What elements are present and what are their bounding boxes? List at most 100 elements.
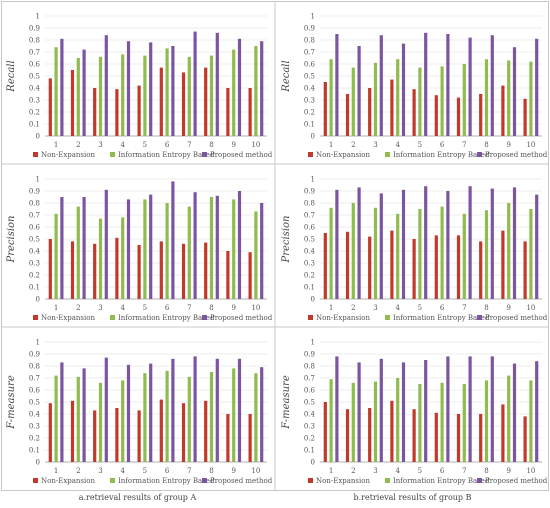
bar: [204, 242, 208, 299]
y-tick-label: 0.1: [29, 121, 40, 129]
bar: [396, 213, 400, 299]
bar: [512, 363, 517, 462]
y-tick-label: 1: [36, 339, 40, 347]
x-tick-label: 10: [526, 141, 535, 149]
bar: [484, 380, 489, 462]
bar: [193, 192, 197, 299]
bar: [529, 380, 533, 462]
bar: [76, 206, 80, 299]
y-tick-label: 1: [311, 13, 315, 21]
legend-swatch: [477, 315, 482, 320]
y-tick-label: 0.4: [29, 248, 41, 256]
bar: [412, 409, 416, 462]
legend-label: Non-Expansion: [316, 151, 370, 159]
bar: [462, 384, 466, 462]
bar: [357, 187, 361, 299]
legend-swatch: [202, 315, 207, 320]
x-tick-label: 6: [165, 141, 170, 149]
bar: [373, 381, 378, 462]
x-tick-label: 1: [329, 304, 333, 312]
y-tick-label: 0.7: [304, 49, 315, 57]
legend-swatch: [308, 152, 313, 157]
bar: [248, 88, 252, 136]
x-tick-label: 5: [418, 141, 422, 149]
bar: [121, 217, 125, 299]
bar: [159, 241, 163, 299]
bar: [126, 364, 131, 462]
bar: [187, 56, 191, 136]
bar: [512, 47, 517, 137]
y-tick-label: 1: [311, 339, 315, 347]
bar: [149, 194, 153, 299]
bar: [143, 199, 147, 299]
x-tick-label: 5: [418, 467, 422, 475]
bar: [501, 85, 505, 136]
bar: [401, 189, 406, 299]
bar: [149, 363, 153, 462]
y-tick-label: 0.9: [29, 188, 40, 196]
y-tick-label: 0: [311, 133, 315, 141]
bar: [535, 361, 539, 462]
bar: [93, 243, 97, 299]
legend-swatch: [110, 315, 115, 320]
y-tick-label: 0.3: [29, 260, 40, 268]
y-tick-label: 0: [311, 296, 315, 304]
x-tick-label: 5: [418, 304, 422, 312]
x-tick-label: 7: [187, 304, 191, 312]
bar: [115, 89, 119, 136]
bar: [446, 356, 450, 462]
bar: [468, 186, 472, 299]
y-tick-label: 0.2: [29, 109, 40, 117]
bar: [165, 370, 169, 462]
y-tick-label: 0.2: [29, 272, 40, 280]
x-tick-label: 1: [329, 467, 333, 475]
y-tick-label: 0.1: [29, 284, 40, 292]
bar: [159, 67, 163, 136]
bar: [204, 400, 208, 462]
bar: [237, 38, 242, 136]
y-tick-label: 0.7: [29, 375, 40, 383]
bar: [424, 186, 428, 299]
bar: [523, 416, 527, 462]
y-tick-label: 0.1: [304, 447, 315, 455]
bar: [401, 43, 406, 136]
y-tick-label: 0.5: [29, 236, 40, 244]
legend-label: Information Entropy Based: [393, 314, 490, 322]
bar: [462, 213, 466, 299]
bar: [424, 360, 428, 462]
x-tick-label: 2: [76, 141, 80, 149]
bar: [254, 211, 258, 299]
bar: [479, 414, 483, 462]
legend-swatch: [308, 315, 313, 320]
x-tick-label: 2: [76, 467, 80, 475]
x-tick-label: 7: [462, 467, 466, 475]
legend-label: Non-Expansion: [41, 314, 95, 322]
bar: [115, 237, 119, 299]
chart-b-precision: 0 0.1 0.2 0.3 0.4 0.5 0.6 0.7 0.8 0.9 1 Precision 1 2…: [281, 176, 548, 323]
bar: [70, 241, 75, 299]
y-tick-label: 0.8: [29, 200, 40, 208]
y-tick-label: 0.6: [304, 224, 316, 232]
legend-swatch: [110, 152, 115, 157]
bar: [181, 72, 186, 136]
bar: [76, 58, 80, 136]
y-tick-label: 0.1: [29, 447, 40, 455]
x-tick-label: 5: [143, 467, 147, 475]
bar: [54, 47, 58, 137]
bar: [171, 46, 175, 136]
legend-swatch: [477, 478, 482, 483]
bar: [401, 362, 406, 462]
bar: [165, 203, 169, 299]
bar: [440, 206, 444, 299]
bar: [137, 410, 141, 462]
legend-label: Proposed method: [485, 314, 548, 322]
y-tick-label: 0.5: [304, 399, 315, 407]
bar: [456, 97, 461, 136]
y-tick-label: 0.4: [304, 411, 316, 419]
y-axis-title: Recall: [6, 60, 17, 92]
legend-label: Proposed method: [485, 151, 548, 159]
bar: [484, 210, 489, 299]
bar: [48, 239, 52, 299]
bar: [121, 54, 125, 136]
x-tick-label: 3: [373, 467, 377, 475]
